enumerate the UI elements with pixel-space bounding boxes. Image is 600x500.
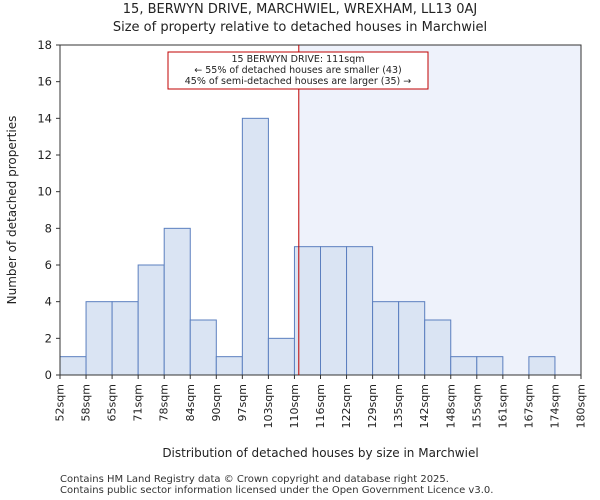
- x-tick-label: 174sqm: [548, 384, 561, 428]
- bar-90sqm: [215, 356, 243, 376]
- annotation-box: 15 BERWYN DRIVE: 111sqm ← 55% of detache…: [167, 51, 429, 90]
- bar-52sqm: [59, 356, 87, 376]
- x-tick-label: 78sqm: [158, 384, 171, 421]
- y-tick-label: 6: [45, 258, 52, 272]
- x-tick-label: 97sqm: [236, 384, 249, 421]
- x-tick-label: 71sqm: [132, 384, 145, 421]
- y-tick-label: 16: [37, 75, 52, 89]
- y-tick-label: 12: [37, 148, 52, 162]
- x-tick-label: 103sqm: [262, 384, 275, 428]
- x-tick-label: 52sqm: [54, 384, 67, 421]
- x-tick-label: 167sqm: [522, 384, 535, 428]
- bar-78sqm: [163, 227, 191, 376]
- bar-116sqm: [320, 246, 348, 376]
- y-tick-label: 10: [37, 185, 52, 199]
- x-tick-label: 180sqm: [575, 384, 588, 428]
- bar-71sqm: [137, 264, 165, 376]
- bar-135sqm: [398, 301, 426, 376]
- x-tick-label: 90sqm: [210, 384, 223, 421]
- y-tick-label: 4: [45, 295, 52, 309]
- x-tick-label: 58sqm: [80, 384, 93, 421]
- x-tick-label: 161sqm: [496, 384, 509, 428]
- annotation-line-1: 15 BERWYN DRIVE: 111sqm: [232, 54, 365, 65]
- annotation-line-2: ← 55% of detached houses are smaller (43…: [194, 65, 401, 76]
- chart-subtitle: Size of property relative to detached ho…: [112, 20, 488, 35]
- bar-142sqm: [424, 319, 452, 376]
- chart-title: 15, BERWYN DRIVE, MARCHWIEL, WREXHAM, LL…: [122, 2, 478, 17]
- y-tick-label: 14: [37, 111, 52, 125]
- y-axis-label: Number of detached properties: [5, 116, 19, 305]
- bar-58sqm: [85, 301, 113, 376]
- y-tick-label: 2: [45, 331, 52, 345]
- bar-97sqm: [241, 117, 269, 376]
- x-tick-label: 110sqm: [288, 384, 301, 428]
- x-tick-label: 122sqm: [340, 384, 353, 428]
- x-tick-label: 142sqm: [418, 384, 431, 428]
- annotation-line-3: 45% of semi-detached houses are larger (…: [185, 76, 412, 87]
- x-tick-label: 84sqm: [184, 384, 197, 421]
- x-tick-label: 148sqm: [444, 384, 457, 428]
- bar-148sqm: [450, 356, 478, 376]
- x-tick-label: 155sqm: [470, 384, 483, 428]
- bar-103sqm: [267, 337, 295, 376]
- y-tick-label: 18: [37, 38, 52, 52]
- y-tick-label: 8: [45, 221, 52, 235]
- x-tick-label: 116sqm: [314, 384, 327, 428]
- bar-167sqm: [528, 356, 556, 376]
- bar-122sqm: [346, 246, 374, 376]
- bar-155sqm: [476, 356, 504, 376]
- y-tick-label: 0: [45, 368, 52, 382]
- x-tick-label: 129sqm: [366, 384, 379, 428]
- x-tick-label: 65sqm: [106, 384, 119, 421]
- bar-65sqm: [111, 301, 139, 376]
- x-tick-label: 135sqm: [392, 384, 405, 428]
- bar-84sqm: [189, 319, 217, 376]
- footer-copyright: Contains HM Land Registry data © Crown c…: [60, 474, 449, 485]
- bar-129sqm: [372, 301, 400, 376]
- x-axis-label: Distribution of detached houses by size …: [162, 446, 478, 460]
- footer-licence: Contains public sector information licen…: [60, 485, 494, 496]
